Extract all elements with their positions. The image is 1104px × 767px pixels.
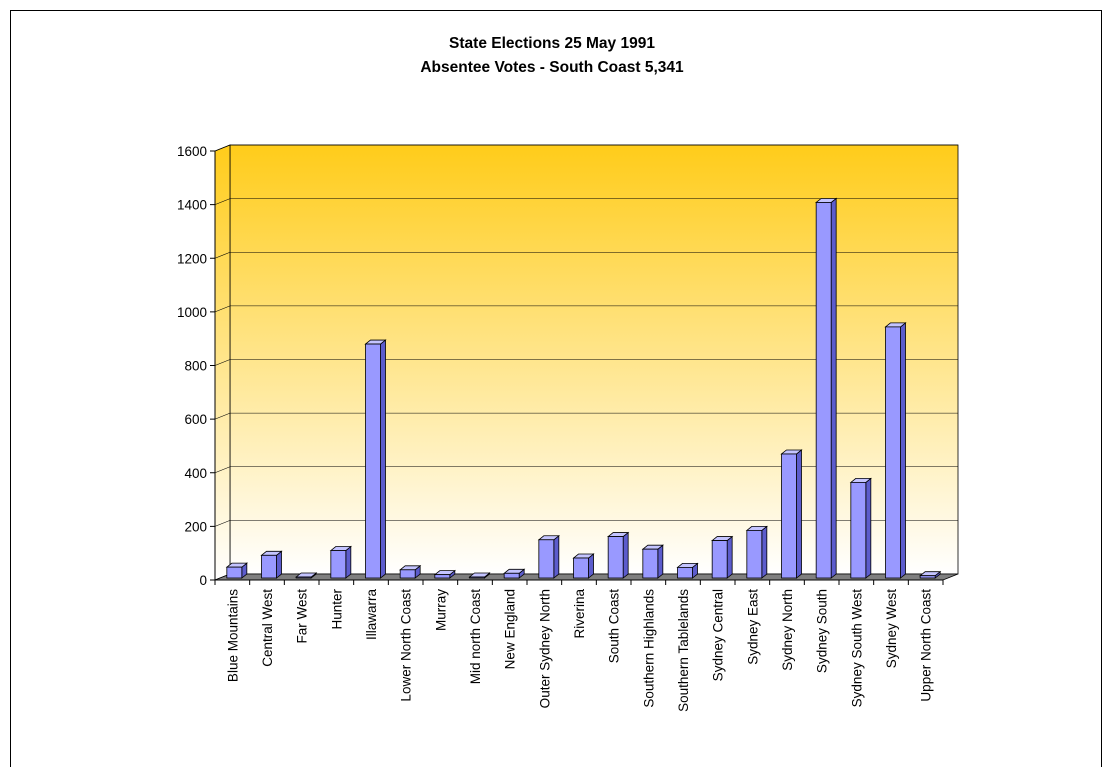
gridline [214, 466, 958, 474]
bar-front [261, 554, 277, 579]
bar-side [657, 544, 664, 579]
x-tick-label: Southern Highlands [641, 589, 656, 708]
x-tick-label: Sydney South [815, 589, 830, 673]
x-tick-label: Mid north Coast [468, 589, 483, 685]
x-tick-label: Sydney East [745, 589, 760, 665]
bar [572, 553, 595, 579]
bar [399, 564, 422, 579]
bar-front [850, 482, 867, 579]
bar-front [711, 540, 728, 579]
x-tick-label: Blue Mountains [225, 589, 240, 682]
chart-subtitle: Absentee Votes - South Coast 5,341 [420, 59, 684, 76]
y-tick-label: 200 [184, 519, 207, 534]
bar-side [830, 197, 837, 579]
y-tick-label: 600 [184, 412, 207, 427]
bar-side [726, 535, 733, 579]
bar-front [365, 343, 381, 579]
bar [537, 534, 560, 579]
gridline [214, 144, 958, 152]
bar [433, 569, 456, 579]
bar [295, 572, 318, 579]
chart-title: State Elections 25 May 1991 [449, 35, 655, 52]
gridline [214, 251, 958, 259]
y-tick-label: 1600 [177, 144, 207, 159]
x-tick-label: New England [503, 589, 518, 669]
bar-front [330, 550, 347, 579]
bar [364, 339, 387, 579]
bar-front [919, 575, 936, 579]
bar [745, 525, 768, 579]
bar-front [434, 574, 451, 579]
x-tick-label: Southern Tablelands [676, 589, 691, 712]
bar [468, 572, 491, 579]
gridline [214, 520, 958, 527]
bar-front [469, 576, 485, 579]
bar-front [642, 548, 659, 579]
bar-side [345, 545, 352, 579]
bar-front [226, 566, 243, 579]
x-tick-label: Lower North Coast [399, 589, 414, 702]
x-tick-label: Upper North Coast [919, 589, 934, 702]
bar-side [553, 534, 560, 579]
x-tick-label: Illawarra [364, 589, 379, 641]
x-tick-label: Outer Sydney North [537, 589, 552, 708]
bar-front [677, 566, 693, 579]
bar-side [900, 322, 906, 579]
bar [503, 568, 526, 579]
bar-front [295, 576, 312, 579]
bar-front [781, 453, 797, 579]
bar [607, 531, 630, 579]
bar-front [503, 572, 520, 579]
bar-side [622, 531, 629, 579]
bar [260, 550, 283, 579]
bar-side [761, 525, 768, 579]
gridline [214, 359, 958, 366]
x-tick-label: Murray [433, 589, 448, 631]
y-tick-label: 0 [199, 573, 207, 588]
bar-side [380, 339, 386, 579]
bar-front [815, 202, 832, 579]
gridline [214, 412, 958, 420]
bar-front [746, 529, 763, 579]
bar [780, 449, 803, 579]
bar [225, 562, 248, 579]
bar-front [538, 539, 555, 579]
bar [919, 570, 942, 579]
gridline [214, 198, 958, 205]
x-tick-label: Sydney West [884, 589, 899, 669]
bar [641, 544, 664, 579]
x-tick-label: Riverina [572, 589, 587, 639]
bar [676, 562, 699, 579]
bar-front [573, 557, 589, 579]
x-tick-label: Sydney Central [711, 589, 726, 681]
x-tick-label: Far West [295, 589, 310, 644]
bar [849, 477, 872, 579]
bar [815, 197, 838, 579]
gridline [214, 305, 958, 313]
x-tick-label: Sydney South West [849, 589, 864, 708]
bar [884, 322, 907, 579]
y-tick-label: 1400 [177, 198, 207, 213]
bar-side [796, 449, 802, 579]
bar-front [885, 326, 901, 579]
x-tick-label: South Coast [607, 589, 622, 664]
bar [711, 535, 734, 579]
y-tick-label: 400 [184, 466, 207, 481]
bar-side [276, 550, 282, 579]
bar-front [607, 536, 624, 579]
x-tick-label: Central West [260, 589, 275, 667]
y-tick-label: 1000 [177, 305, 207, 320]
bar-side [865, 477, 872, 579]
bar-front [399, 569, 416, 579]
y-tick-label: 1200 [177, 251, 207, 266]
x-tick-label: Hunter [329, 589, 344, 630]
bar [329, 545, 352, 579]
y-tick-label: 800 [184, 359, 207, 374]
x-tick-label: Sydney North [780, 589, 795, 671]
